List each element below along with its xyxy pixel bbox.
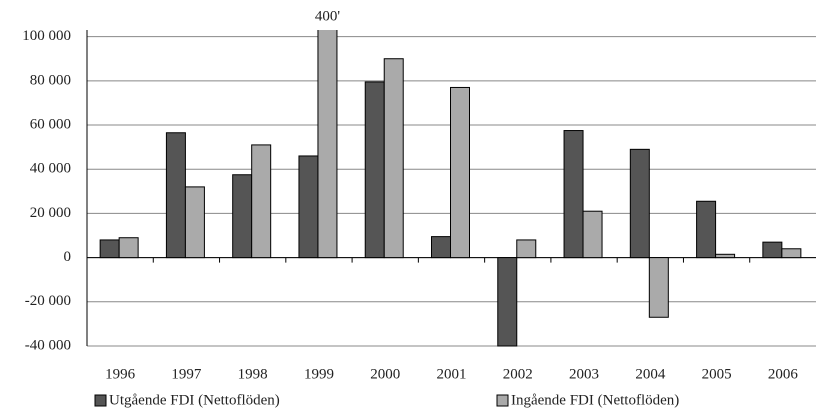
bars	[99, 30, 802, 347]
bar	[781, 248, 802, 259]
x-tick-label: 2001	[437, 366, 467, 382]
bar	[118, 237, 139, 259]
legend-swatch	[496, 394, 509, 407]
bar	[184, 186, 205, 259]
y-tick-label: 60 000	[30, 116, 71, 132]
bar	[232, 174, 253, 259]
y-tick-label: 40 000	[30, 161, 71, 177]
y-tick-label: 20 000	[30, 205, 71, 221]
y-tick-label: -40 000	[25, 337, 71, 353]
legend-swatch	[94, 394, 107, 407]
legend-label: Ingående FDI (Nettoflöden)	[511, 392, 679, 408]
bar	[497, 257, 518, 347]
bar	[317, 30, 338, 259]
x-tick-label: 1998	[238, 366, 268, 382]
x-tick-label: 2003	[569, 366, 599, 382]
bar	[582, 210, 603, 259]
bar	[629, 148, 650, 259]
x-tick-label: 1997	[171, 366, 202, 382]
x-tick-label: 2005	[702, 366, 732, 382]
bar	[648, 257, 669, 318]
bar	[431, 236, 451, 259]
x-tick-label: 2004	[635, 366, 666, 382]
legend-label: Utgående FDI (Nettoflöden)	[109, 392, 280, 408]
bar	[383, 58, 404, 259]
y-tick-label: -20 000	[25, 293, 71, 309]
bar	[364, 81, 385, 259]
bar	[251, 144, 272, 259]
y-tick-label: 100 000	[22, 28, 71, 44]
bar	[99, 239, 120, 259]
y-tick-label: 80 000	[30, 72, 71, 88]
bar	[516, 239, 537, 259]
x-tick-label: 2000	[370, 366, 400, 382]
y-tick-label: 0	[64, 249, 72, 265]
bar	[563, 130, 584, 259]
x-tick-label: 1999	[304, 366, 334, 382]
x-tick-label: 1996	[105, 366, 136, 382]
bar	[165, 132, 186, 259]
x-tick-label: 2006	[768, 366, 799, 382]
bar	[762, 241, 783, 259]
bar	[298, 155, 319, 259]
value-label: 400'	[315, 8, 341, 24]
bar	[450, 86, 470, 259]
bar	[715, 253, 736, 259]
bar	[696, 200, 717, 259]
x-tick-label: 2002	[503, 366, 533, 382]
